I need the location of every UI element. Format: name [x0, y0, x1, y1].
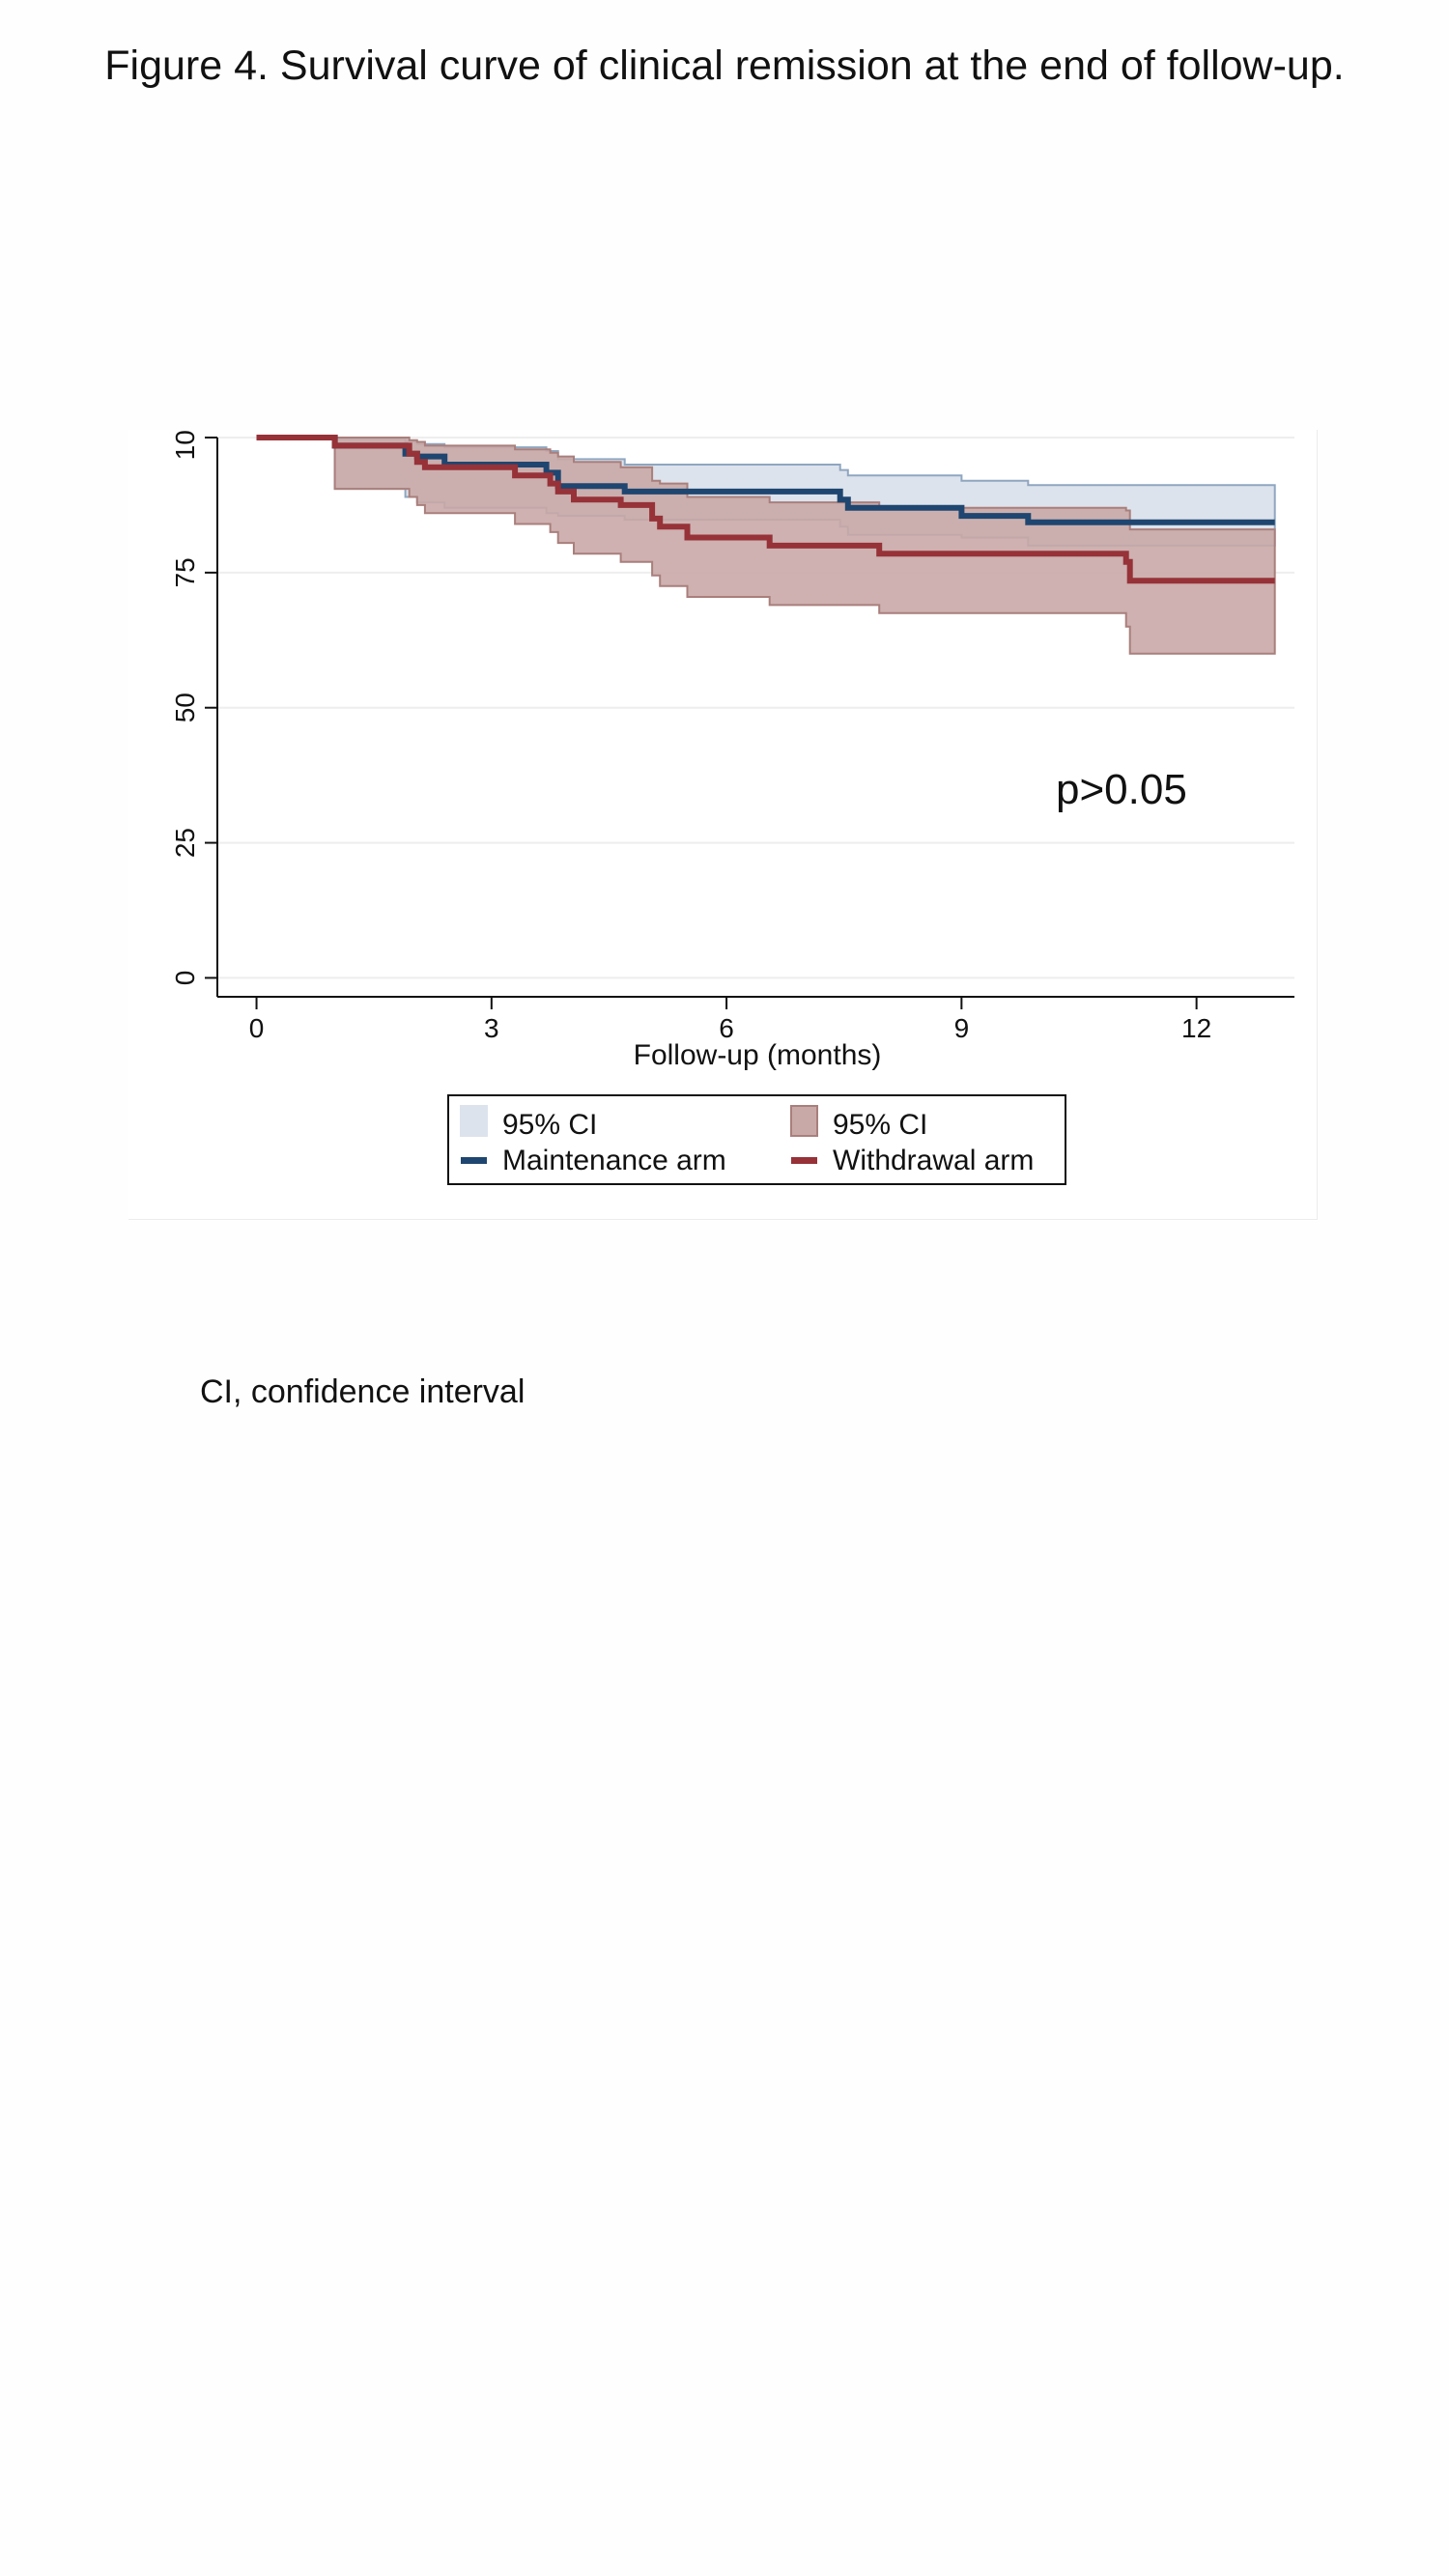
chart-panel: 0 25 50 75 100 0 3 6 9 12 Follow-up (months) p>0…: [128, 430, 1318, 1220]
legend-withdrawal-line-swatch: [791, 1157, 817, 1164]
x-tick-label: 12: [1181, 1013, 1211, 1043]
y-axis-ticks: 0 25 50 75 100: [170, 430, 217, 985]
survival-lines: [256, 435, 1275, 584]
legend-maintenance-line-swatch: [461, 1157, 487, 1164]
withdrawal-ci-band: [256, 437, 1276, 655]
x-axis-label: Follow-up (months): [634, 1039, 882, 1071]
legend-maintenance-ci-label: 95% CI: [502, 1109, 597, 1141]
legend-box: [447, 1094, 1066, 1185]
legend: 95% CI Maintenance arm 95% CI Withdrawal…: [447, 1094, 1066, 1185]
axes: 0 25 50 75 100 0 3 6 9 12 Follow-up (months): [170, 430, 1294, 1071]
y-tick-label: 25: [170, 828, 200, 858]
legend-maintenance-label: Maintenance arm: [502, 1145, 726, 1176]
ci-bands: [256, 437, 1276, 655]
legend-maintenance-ci-swatch: [460, 1105, 488, 1137]
legend-withdrawal-ci-label: 95% CI: [833, 1109, 927, 1141]
legend-withdrawal-label: Withdrawal arm: [833, 1145, 1034, 1176]
y-tick-label: 50: [170, 693, 200, 722]
legend-withdrawal-ci-swatch: [790, 1105, 818, 1137]
y-tick-label: 75: [170, 557, 200, 587]
footnote: CI, confidence interval: [200, 1373, 526, 1410]
figure-title: Figure 4. Survival curve of clinical rem…: [104, 42, 1345, 89]
y-tick-label: 100: [170, 430, 200, 460]
withdrawal-survival-line: [256, 435, 1275, 584]
survival-chart: 0 25 50 75 100 0 3 6 9 12 Follow-up (months) p>0…: [170, 430, 1294, 1185]
y-tick-label: 0: [170, 971, 200, 986]
x-axis-ticks: 0 3 6 9 12: [249, 997, 1211, 1043]
p-value-annotation: p>0.05: [1056, 766, 1187, 813]
x-tick-label: 0: [249, 1013, 265, 1043]
x-tick-label: 9: [954, 1013, 970, 1043]
x-tick-label: 6: [719, 1013, 734, 1043]
x-tick-label: 3: [484, 1013, 499, 1043]
